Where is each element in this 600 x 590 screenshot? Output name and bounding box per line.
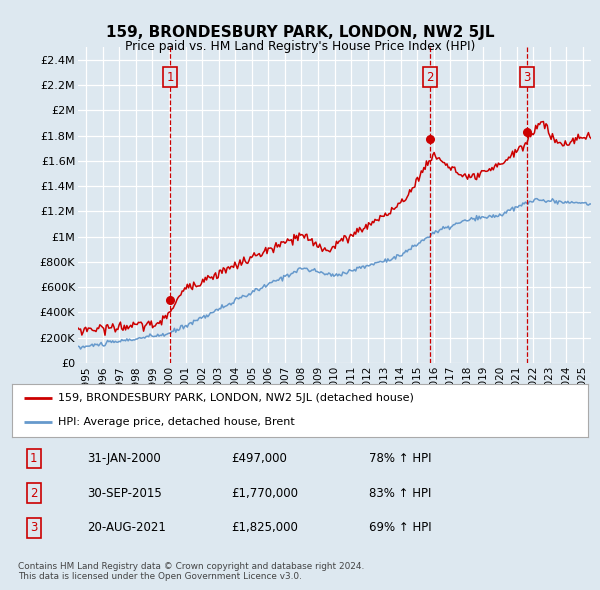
Text: 1: 1	[167, 71, 174, 84]
Text: 83% ↑ HPI: 83% ↑ HPI	[369, 487, 431, 500]
Text: 69% ↑ HPI: 69% ↑ HPI	[369, 522, 432, 535]
Text: £1,770,000: £1,770,000	[231, 487, 298, 500]
Text: 31-JAN-2000: 31-JAN-2000	[87, 452, 161, 465]
Text: 3: 3	[523, 71, 530, 84]
Text: 159, BRONDESBURY PARK, LONDON, NW2 5JL: 159, BRONDESBURY PARK, LONDON, NW2 5JL	[106, 25, 494, 40]
Text: 2: 2	[426, 71, 433, 84]
Text: Price paid vs. HM Land Registry's House Price Index (HPI): Price paid vs. HM Land Registry's House …	[125, 40, 475, 53]
Text: 1: 1	[30, 452, 38, 465]
Text: 2: 2	[30, 487, 38, 500]
Text: 20-AUG-2021: 20-AUG-2021	[87, 522, 166, 535]
Text: 3: 3	[30, 522, 38, 535]
Text: 159, BRONDESBURY PARK, LONDON, NW2 5JL (detached house): 159, BRONDESBURY PARK, LONDON, NW2 5JL (…	[58, 393, 414, 403]
Text: Contains HM Land Registry data © Crown copyright and database right 2024.
This d: Contains HM Land Registry data © Crown c…	[18, 562, 364, 581]
Text: 30-SEP-2015: 30-SEP-2015	[87, 487, 161, 500]
Text: 78% ↑ HPI: 78% ↑ HPI	[369, 452, 431, 465]
Text: £497,000: £497,000	[231, 452, 287, 465]
Text: £1,825,000: £1,825,000	[231, 522, 298, 535]
Text: HPI: Average price, detached house, Brent: HPI: Average price, detached house, Bren…	[58, 417, 295, 427]
